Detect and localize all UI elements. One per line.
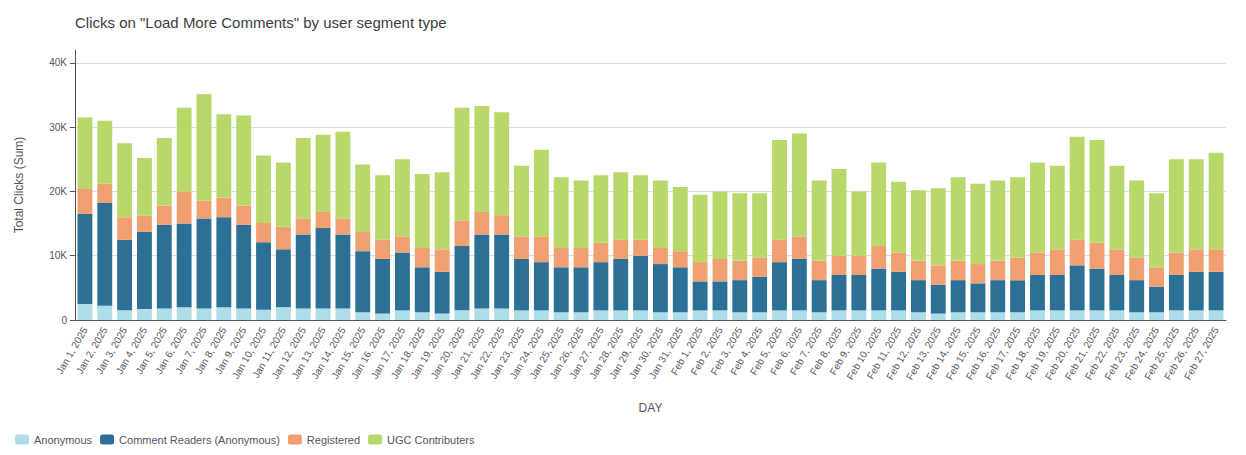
svg-text:Jan 7, 2025: Jan 7, 2025	[173, 325, 209, 376]
svg-text:Feb 15, 2025: Feb 15, 2025	[943, 325, 983, 382]
svg-text:Feb 5, 2025: Feb 5, 2025	[748, 325, 785, 377]
svg-text:Jan 20, 2025: Jan 20, 2025	[428, 325, 467, 381]
svg-text:Feb 19, 2025: Feb 19, 2025	[1023, 325, 1063, 382]
svg-text:Jan 28, 2025: Jan 28, 2025	[587, 325, 626, 381]
svg-text:Feb 4, 2025: Feb 4, 2025	[728, 325, 765, 377]
svg-text:UGC Contributers: UGC Contributers	[387, 434, 475, 446]
svg-text:Jan 31, 2025: Jan 31, 2025	[646, 325, 685, 381]
svg-text:10K: 10K	[49, 250, 67, 261]
svg-text:Jan 9, 2025: Jan 9, 2025	[212, 325, 249, 376]
svg-text:Jan 15, 2025: Jan 15, 2025	[329, 325, 368, 381]
svg-text:Jan 23, 2025: Jan 23, 2025	[487, 325, 527, 381]
svg-text:Jan 30, 2025: Jan 30, 2025	[626, 325, 666, 381]
svg-text:Feb 9, 2025: Feb 9, 2025	[827, 325, 864, 377]
svg-text:Feb 10, 2025: Feb 10, 2025	[844, 325, 884, 382]
svg-text:Feb 13, 2025: Feb 13, 2025	[904, 325, 943, 382]
svg-text:Feb 25, 2025: Feb 25, 2025	[1142, 325, 1182, 382]
svg-text:Feb 2, 2025: Feb 2, 2025	[688, 325, 725, 377]
svg-text:Feb 20, 2025: Feb 20, 2025	[1043, 325, 1082, 382]
svg-text:Jan 13, 2025: Jan 13, 2025	[289, 325, 328, 381]
svg-text:Jan 29, 2025: Jan 29, 2025	[606, 325, 646, 381]
svg-text:Feb 17, 2025: Feb 17, 2025	[983, 325, 1023, 382]
svg-text:Jan 5, 2025: Jan 5, 2025	[133, 325, 170, 376]
svg-text:Comment Readers (Anonymous): Comment Readers (Anonymous)	[119, 434, 280, 446]
svg-text:Anonymous: Anonymous	[34, 434, 93, 446]
svg-text:Feb 21, 2025: Feb 21, 2025	[1062, 325, 1102, 382]
svg-text:Feb 16, 2025: Feb 16, 2025	[963, 325, 1003, 382]
svg-text:Feb 18, 2025: Feb 18, 2025	[1003, 325, 1043, 382]
svg-text:Jan 24, 2025: Jan 24, 2025	[507, 325, 547, 381]
svg-text:Feb 27, 2025: Feb 27, 2025	[1182, 325, 1221, 382]
svg-text:Feb 12, 2025: Feb 12, 2025	[884, 325, 924, 382]
svg-text:Feb 22, 2025: Feb 22, 2025	[1082, 325, 1122, 382]
svg-text:Feb 11, 2025: Feb 11, 2025	[864, 325, 904, 382]
svg-text:Feb 26, 2025: Feb 26, 2025	[1162, 325, 1201, 382]
svg-text:Feb 3, 2025: Feb 3, 2025	[708, 325, 745, 377]
svg-text:Jan 8, 2025: Jan 8, 2025	[193, 325, 229, 376]
svg-text:Feb 24, 2025: Feb 24, 2025	[1122, 325, 1162, 382]
svg-text:Jan 18, 2025: Jan 18, 2025	[388, 325, 427, 381]
svg-text:Jan 27, 2025: Jan 27, 2025	[567, 325, 606, 381]
svg-text:20K: 20K	[49, 186, 67, 197]
svg-text:Jan 1, 2025: Jan 1, 2025	[54, 325, 90, 376]
svg-text:Jan 11, 2025: Jan 11, 2025	[250, 325, 289, 381]
svg-text:Jan 6, 2025: Jan 6, 2025	[153, 325, 189, 376]
svg-text:Jan 3, 2025: Jan 3, 2025	[93, 325, 130, 376]
svg-text:Jan 19, 2025: Jan 19, 2025	[408, 325, 447, 381]
svg-text:Feb 23, 2025: Feb 23, 2025	[1102, 325, 1142, 382]
svg-text:Jan 22, 2025: Jan 22, 2025	[468, 325, 507, 381]
svg-text:Jan 17, 2025: Jan 17, 2025	[368, 325, 408, 381]
svg-text:Registered: Registered	[307, 434, 360, 446]
svg-text:Jan 21, 2025: Jan 21, 2025	[448, 325, 487, 381]
svg-text:Clicks on "Load More Comments": Clicks on "Load More Comments" by user s…	[75, 14, 447, 31]
svg-text:Total Clicks (Sum): Total Clicks (Sum)	[12, 137, 26, 234]
svg-text:Jan 12, 2025: Jan 12, 2025	[269, 325, 308, 381]
svg-text:0: 0	[61, 315, 67, 326]
svg-text:Jan 26, 2025: Jan 26, 2025	[547, 325, 586, 381]
svg-text:Feb 14, 2025: Feb 14, 2025	[923, 325, 963, 382]
svg-text:40K: 40K	[49, 57, 67, 68]
svg-text:30K: 30K	[49, 122, 67, 133]
svg-text:DAY: DAY	[639, 401, 663, 415]
svg-text:Feb 6, 2025: Feb 6, 2025	[767, 325, 805, 377]
svg-text:Jan 2, 2025: Jan 2, 2025	[73, 325, 110, 376]
svg-text:Jan 10, 2025: Jan 10, 2025	[229, 325, 269, 381]
svg-text:Feb 1, 2025: Feb 1, 2025	[668, 325, 705, 377]
svg-text:Feb 8, 2025: Feb 8, 2025	[807, 325, 844, 377]
svg-text:Jan 16, 2025: Jan 16, 2025	[349, 325, 388, 381]
svg-text:Jan 14, 2025: Jan 14, 2025	[309, 325, 348, 381]
svg-text:Jan 4, 2025: Jan 4, 2025	[113, 325, 150, 376]
svg-text:Jan 25, 2025: Jan 25, 2025	[527, 325, 566, 381]
svg-text:Feb 7, 2025: Feb 7, 2025	[787, 325, 824, 377]
